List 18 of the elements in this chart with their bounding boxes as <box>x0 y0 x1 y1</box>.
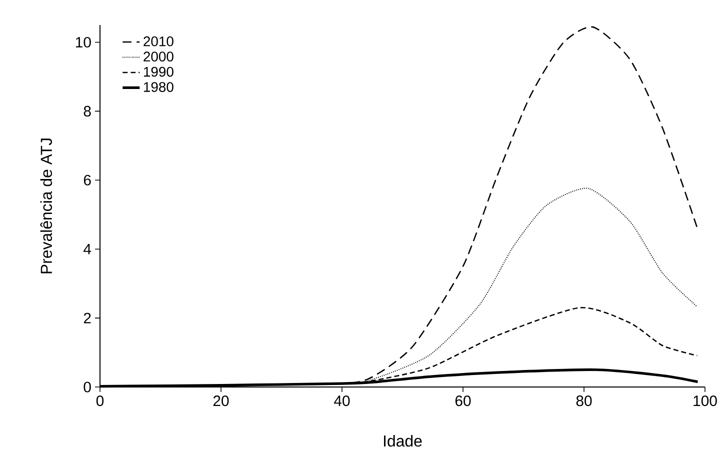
legend-label: 2010 <box>144 36 174 46</box>
y-tick-label: 6 <box>84 174 91 186</box>
legend-label: 1980 <box>144 82 174 92</box>
y-tick-label: 4 <box>84 244 92 254</box>
x-tick-label: 20 <box>213 396 229 406</box>
x-tick-label: 80 <box>576 396 592 406</box>
legend-label: 1990 <box>144 66 174 77</box>
x-tick-label: 100 <box>694 396 717 406</box>
legend-label: 2000 <box>144 52 174 62</box>
x-tick-label: 0 <box>96 396 104 406</box>
x-tick-label: 60 <box>455 396 471 406</box>
y-axis-title: Prevalência de ATJ <box>40 138 52 274</box>
y-tick-label: 8 <box>84 106 91 116</box>
y-tick-label: 0 <box>84 382 91 392</box>
x-tick-label: 40 <box>334 396 350 406</box>
y-tick-label: 2 <box>84 312 91 324</box>
y-tick-label: 10 <box>76 36 91 48</box>
x-axis-title: Idade <box>384 434 422 447</box>
